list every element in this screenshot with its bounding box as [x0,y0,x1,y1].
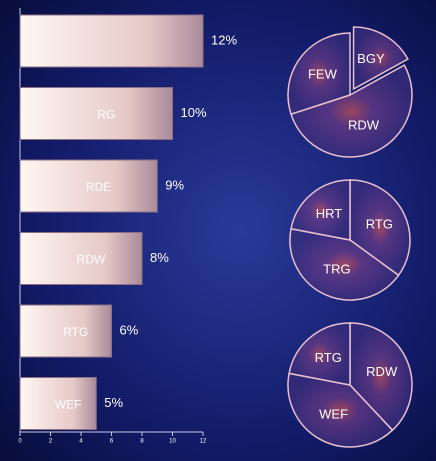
slice-label: RTG [366,216,393,231]
pie-slice [349,322,413,432]
bar [19,304,112,358]
x-tick-label: 0 [18,439,22,445]
pie-slice [290,179,351,241]
slice-label: RDW [366,364,398,379]
value-label: 9% [165,177,184,192]
bar [19,14,204,68]
value-label: 5% [104,395,123,410]
slice-label: HRT [316,206,343,221]
bar [19,232,143,285]
bar-label: WEF [55,398,82,412]
pie-slice [352,26,409,91]
bar-label: RG [97,108,115,122]
bar [19,377,97,430]
slice-label: RTG [315,350,342,365]
pie-slice [288,322,351,386]
value-label: 12% [211,32,237,47]
bar-label: RTG [63,325,88,339]
x-tick-label: 4 [79,439,83,445]
bar [19,159,158,213]
slice-label: TRG [323,262,350,277]
pie-slice [287,32,351,116]
x-tick-label: 2 [49,439,53,445]
pie-slice [287,372,394,448]
pie-slice [289,227,400,301]
bar [19,87,173,140]
pie-slice [349,179,411,277]
bar-label: RDE [86,180,111,194]
x-tick-label: 6 [110,439,114,445]
x-tick-label: 10 [169,439,176,445]
slice-label: BGY [357,51,385,66]
plot: 0 2 4 6 8 10 12 12% 10% RG 9% RDE 8% RDW 6% RTG 5% WEF BGY… [18,8,413,448]
value-label: 6% [120,322,139,337]
x-tick-label: 8 [140,439,144,445]
x-tick-label: 12 [200,439,207,445]
slice-label: WEF [319,406,348,421]
pie-slice [290,64,413,158]
value-label: 10% [181,105,207,120]
value-label: 8% [150,250,169,265]
slice-label: RDW [348,118,380,133]
slice-label: FEW [308,66,338,81]
bar-label: RDW [77,253,106,267]
